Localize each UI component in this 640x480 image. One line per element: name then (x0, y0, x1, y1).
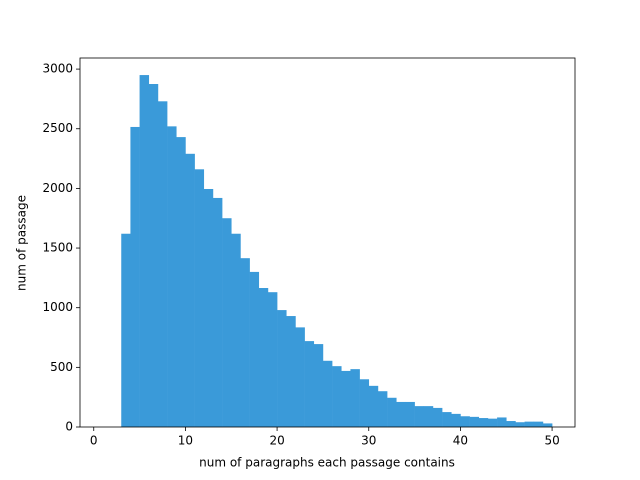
bar (432, 407, 443, 427)
bar (414, 406, 425, 427)
bar (176, 137, 186, 428)
bar (405, 401, 415, 427)
bar (533, 421, 544, 427)
bar (506, 421, 516, 427)
bar (304, 341, 315, 427)
bar (148, 84, 159, 428)
bar (487, 418, 498, 427)
bar (542, 423, 553, 427)
y-tick-label: 1500 (42, 241, 73, 255)
bar (387, 397, 397, 427)
bar (121, 233, 131, 427)
bar (350, 369, 360, 427)
bar (423, 406, 434, 427)
y-tick-label: 500 (50, 360, 73, 374)
bar (130, 126, 140, 427)
plot-frame (79, 57, 576, 428)
bar (478, 418, 489, 427)
bar (258, 288, 269, 427)
y-tick-label: 2000 (42, 181, 73, 195)
bar (377, 391, 388, 427)
bar (469, 416, 480, 427)
bar (442, 412, 452, 427)
bar (203, 188, 214, 427)
y-tick-label: 1000 (42, 300, 73, 314)
bar (249, 271, 260, 427)
bar (222, 218, 232, 427)
bar (212, 197, 223, 427)
bar (359, 379, 370, 427)
x-tick-label: 50 (544, 434, 559, 448)
bar (267, 292, 278, 427)
bar (451, 413, 461, 427)
bar (240, 258, 250, 427)
bar (515, 422, 525, 427)
x-axis-label: num of paragraphs each passage contains (199, 456, 455, 470)
bar (231, 233, 241, 427)
bar (295, 327, 305, 427)
bar (185, 153, 195, 427)
x-tick-label: 10 (178, 434, 193, 448)
bar (139, 75, 150, 428)
x-tick-label: 0 (90, 434, 98, 448)
y-tick-label: 0 (65, 420, 73, 434)
bar (322, 360, 333, 427)
x-tick-label: 20 (269, 434, 284, 448)
y-axis-label: num of passage (15, 195, 29, 291)
bar (157, 101, 168, 428)
y-tick-label: 2500 (42, 121, 73, 135)
y-tick-label: 3000 (42, 62, 73, 76)
x-tick-label: 40 (453, 434, 468, 448)
bar (368, 385, 379, 427)
bar (524, 421, 535, 427)
bar (194, 169, 205, 427)
bar (313, 344, 324, 427)
bar (332, 366, 342, 427)
bar (277, 310, 287, 427)
bar (396, 401, 406, 427)
x-tick-label: 30 (361, 434, 376, 448)
bar (341, 370, 351, 427)
bar (167, 126, 177, 427)
bar (286, 316, 296, 427)
bar (460, 416, 470, 427)
bar (497, 417, 507, 427)
